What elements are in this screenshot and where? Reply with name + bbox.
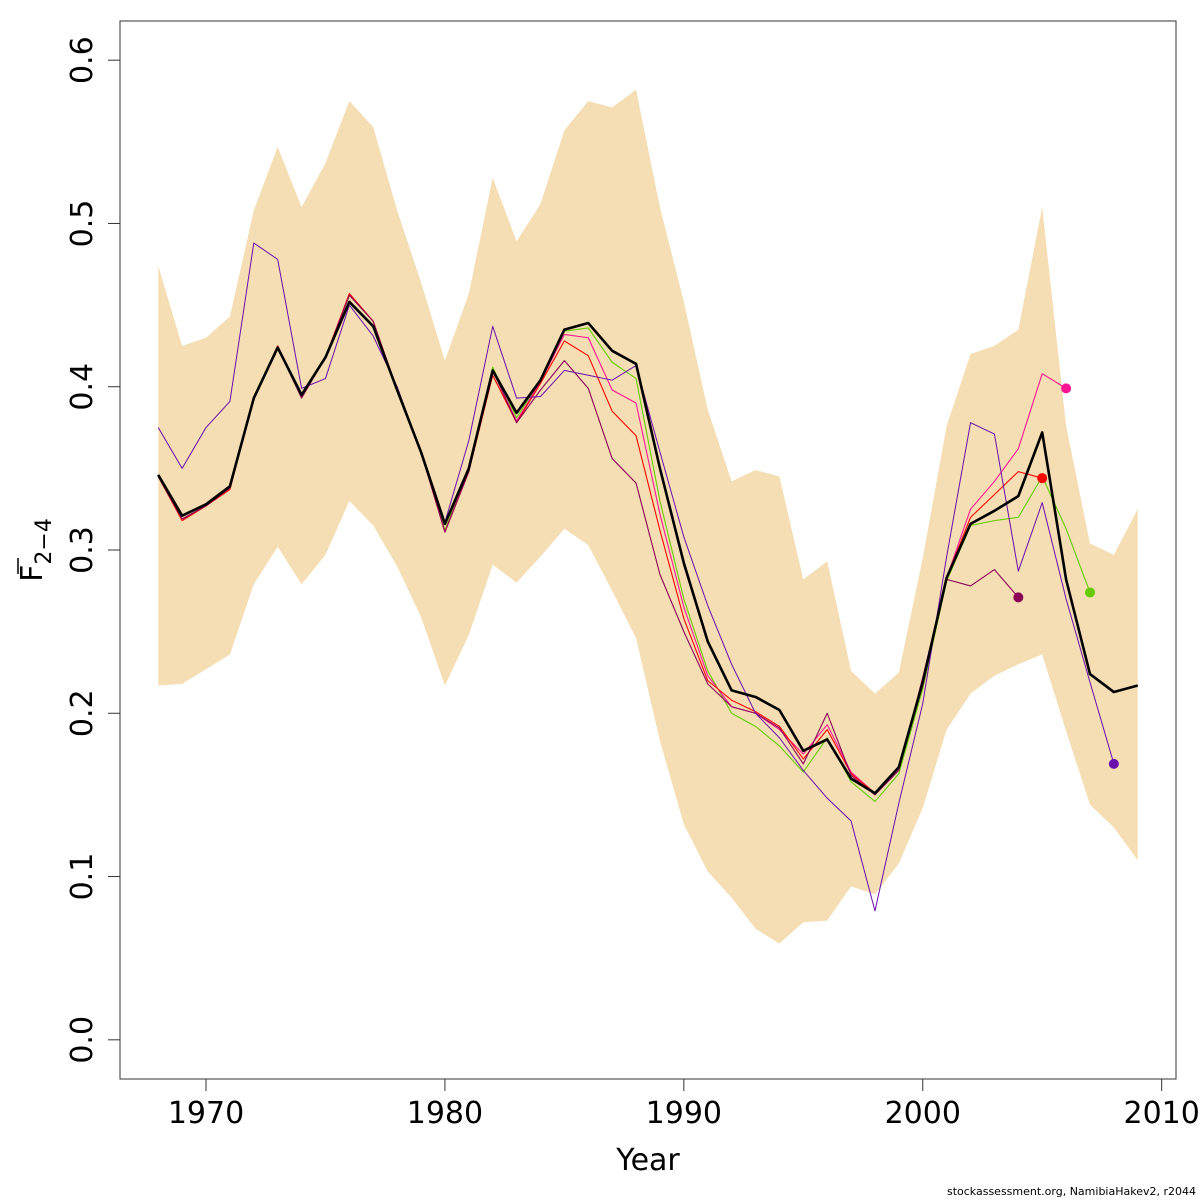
series-endpoint-3 [1037, 473, 1048, 484]
x-tick-label: 2010 [1123, 1096, 1199, 1131]
series-endpoint-2 [1061, 383, 1072, 394]
series-endpoint-5 [1108, 758, 1119, 769]
y-axis-title-subscript: 2−4 [32, 518, 57, 564]
x-tick-label: 1990 [646, 1096, 722, 1131]
y-axis-title-main: F [15, 565, 50, 582]
y-axis: 0.0 0.1 0.2 0.3 0.4 0.5 0.6 [65, 36, 121, 1064]
y-tick-label: 0.3 [65, 526, 100, 574]
x-axis: 1970 1980 1990 2000 2010 [168, 1078, 1200, 1131]
x-tick-label: 2000 [885, 1096, 961, 1131]
band-area [158, 89, 1138, 944]
x-axis-title: Year [615, 1143, 680, 1178]
x-tick-label: 1970 [168, 1096, 244, 1131]
series-lines [157, 242, 1139, 912]
credit-text: stockassessment.org, NamibiaHakev2, r204… [947, 1185, 1196, 1198]
y-tick-label: 0.1 [65, 853, 100, 901]
confidence-band [158, 89, 1138, 944]
y-tick-label: 0.2 [65, 689, 100, 737]
series-endpoints [1013, 383, 1119, 769]
series-endpoint-4 [1013, 592, 1024, 603]
y-tick-label: 0.6 [65, 36, 100, 84]
y-axis-title: F2−4 [15, 518, 57, 582]
series-line-0 [157, 300, 1139, 795]
y-tick-label: 0.4 [65, 363, 100, 411]
x-tick-label: 1980 [407, 1096, 483, 1131]
y-tick-label: 0.0 [65, 1016, 100, 1064]
svg-text:F2−4: F2−4 [15, 518, 57, 582]
y-tick-label: 0.5 [65, 200, 100, 248]
series-line-4 [157, 294, 1019, 796]
series-endpoint-1 [1084, 587, 1095, 598]
